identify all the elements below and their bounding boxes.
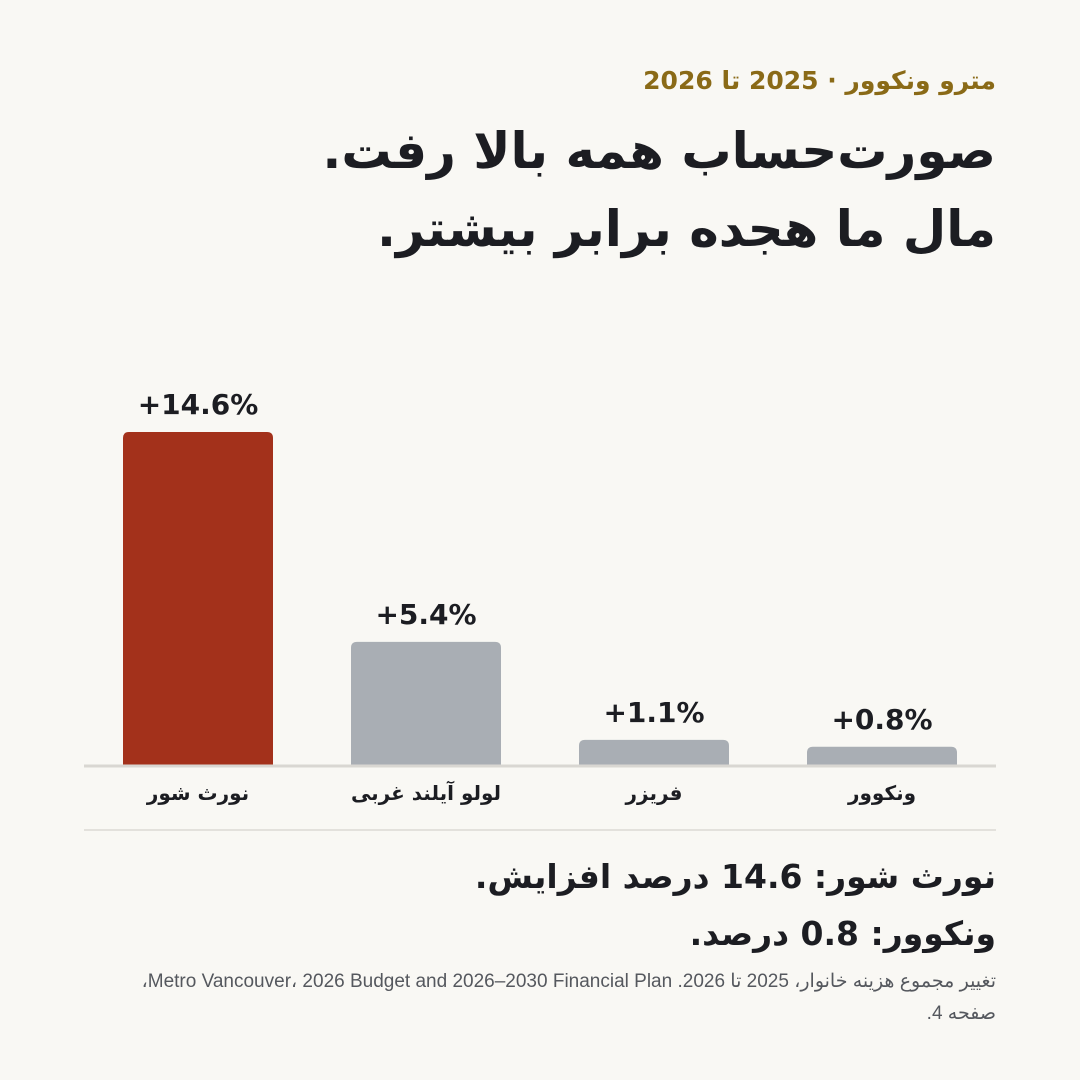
summary-line-1: نورث شور: 14.6 درصد افزایش. [474, 857, 996, 896]
category-label: فریزر [624, 781, 682, 805]
headline-line-2: مال ما هجده برابر بیشتر. [376, 200, 996, 258]
summary: نورث شور: 14.6 درصد افزایش. ونکوور: 0.8 … [84, 848, 996, 962]
category-label: ونکوور [847, 781, 916, 805]
source-note: تغییر مجموع هزینه خانوار، 2025 تا 2026. … [141, 971, 996, 1024]
data-label: +0.8% [831, 703, 932, 736]
data-label: +5.4% [375, 598, 476, 631]
headline: صورت‌حساب همه بالا رفت. مال ما هجده براب… [96, 112, 996, 268]
data-label: +14.6% [138, 388, 259, 421]
data-label: +1.1% [603, 696, 704, 729]
bar [351, 641, 501, 765]
bar [579, 739, 729, 765]
divider [84, 829, 996, 831]
category-label: لولو آیلند غربی [351, 780, 501, 805]
headline-line-1: صورت‌حساب همه بالا رفت. [322, 122, 996, 180]
bar [807, 746, 957, 765]
category-label: نورث شور [146, 781, 249, 805]
bar [123, 431, 273, 765]
summary-line-2: ونکوور: 0.8 درصد. [689, 914, 996, 953]
kicker: مترو ونکوور · 2025 تا 2026 [643, 66, 996, 95]
bar-chart: +14.6% نورث شور +5.4% لولو آیلند غربی +1.1% ف… [84, 388, 996, 805]
